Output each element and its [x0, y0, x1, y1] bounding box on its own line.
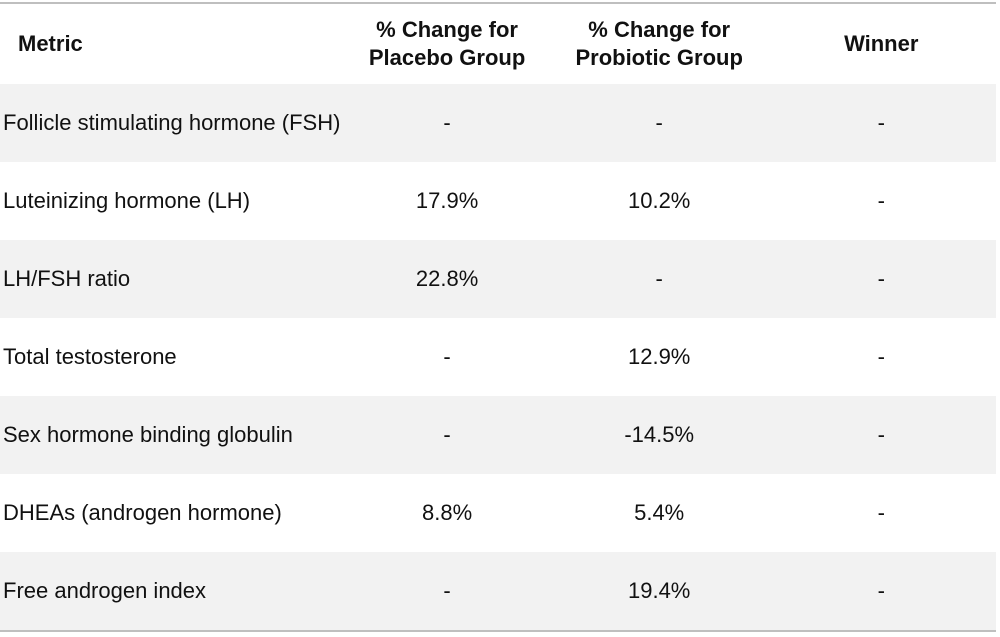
table-cell: 12.9% [627, 344, 691, 369]
table-cell: 17.9% [415, 188, 479, 213]
table-cell: 22.8% [415, 266, 479, 291]
table-row: Luteinizing hormone (LH) 17.9% 10.2% - [0, 162, 996, 240]
table-cell: - [877, 344, 885, 369]
table-cell: DHEAs (androgen hormone) [3, 500, 282, 525]
table-cell: - [877, 500, 885, 525]
table-cell: - [877, 578, 885, 603]
table-row: Total testosterone - 12.9% - [0, 318, 996, 396]
table-cell: - [655, 266, 663, 291]
table-row: LH/FSH ratio 22.8% - - [0, 240, 996, 318]
table-cell: - [877, 266, 885, 291]
table-cell: -14.5% [624, 422, 695, 447]
table-row: Follicle stimulating hormone (FSH) - - - [0, 84, 996, 162]
header-cell: % Change for Probiotic Group [575, 17, 743, 70]
table-cell: - [443, 578, 451, 603]
table-cell: 8.8% [422, 500, 473, 525]
table-cell: - [877, 110, 885, 135]
table-cell: - [443, 344, 451, 369]
table-row: Free androgen index - 19.4% - [0, 552, 996, 631]
table-row: DHEAs (androgen hormone) 8.8% 5.4% - [0, 474, 996, 552]
table-cell: - [877, 422, 885, 447]
header-cell: Winner [844, 31, 919, 56]
table-body: Follicle stimulating hormone (FSH) - - - Lut… [0, 84, 996, 631]
table-cell: Follicle stimulating hormone (FSH) [3, 110, 341, 135]
table-cell: - [443, 422, 451, 447]
table-cell: Free androgen index [3, 578, 207, 603]
table-cell: - [877, 188, 885, 213]
header-cell: % Change for Placebo Group [368, 17, 526, 70]
table-cell: Luteinizing hormone (LH) [3, 188, 251, 213]
table-cell: - [443, 110, 451, 135]
table-cell: Sex hormone binding globulin [3, 422, 293, 447]
header-cell: Metric [18, 31, 83, 56]
table-cell: 10.2% [627, 188, 691, 213]
table-row: Sex hormone binding globulin - -14.5% - [0, 396, 996, 474]
table-cell: - [655, 110, 663, 135]
table-cell: LH/FSH ratio [3, 266, 131, 291]
table-cell: 5.4% [634, 500, 685, 525]
table-cell: Total testosterone [3, 344, 177, 369]
table-cell: 19.4% [627, 578, 691, 603]
header-row: Metric % Change for Placebo Group % Change… [0, 3, 996, 84]
